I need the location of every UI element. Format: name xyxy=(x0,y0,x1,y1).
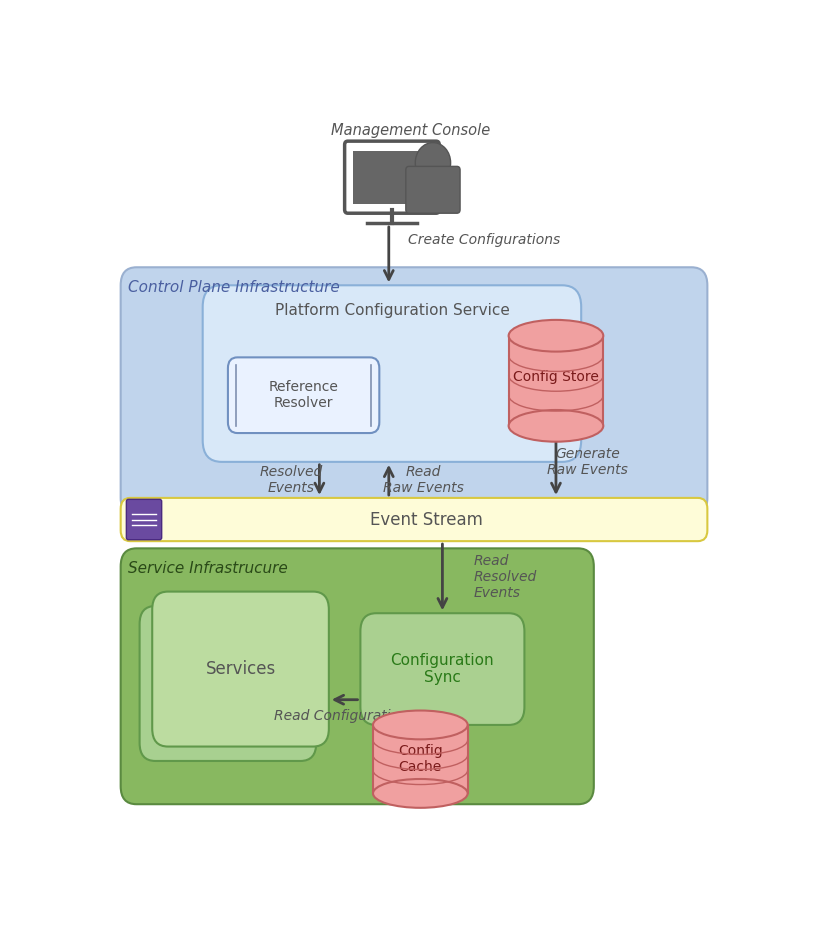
Ellipse shape xyxy=(373,710,467,739)
Text: Platform Configuration Service: Platform Configuration Service xyxy=(274,303,510,318)
FancyBboxPatch shape xyxy=(152,592,329,747)
Text: Configuration
Sync: Configuration Sync xyxy=(391,653,494,685)
Text: Service Infrastrucure: Service Infrastrucure xyxy=(129,562,288,577)
Text: Resolved
Events: Resolved Events xyxy=(260,465,322,495)
Ellipse shape xyxy=(509,410,603,442)
Polygon shape xyxy=(373,724,467,794)
FancyBboxPatch shape xyxy=(361,613,524,724)
Text: Reference
Resolver: Reference Resolver xyxy=(269,380,339,410)
Polygon shape xyxy=(509,336,603,426)
Text: Config Store: Config Store xyxy=(513,370,599,384)
FancyBboxPatch shape xyxy=(120,268,707,516)
FancyBboxPatch shape xyxy=(228,358,379,433)
FancyBboxPatch shape xyxy=(140,606,316,761)
FancyBboxPatch shape xyxy=(120,548,594,804)
Text: Management Console: Management Console xyxy=(331,123,491,138)
Text: Generate
Raw Events: Generate Raw Events xyxy=(547,446,628,477)
FancyBboxPatch shape xyxy=(352,151,431,204)
Text: Config
Cache: Config Cache xyxy=(398,744,443,774)
Text: Create Configurations: Create Configurations xyxy=(408,233,560,247)
Text: Read Configurations: Read Configurations xyxy=(274,709,415,723)
Text: Read
Resolved
Events: Read Resolved Events xyxy=(474,554,537,600)
Ellipse shape xyxy=(373,779,467,808)
FancyBboxPatch shape xyxy=(203,285,581,461)
Text: Services: Services xyxy=(205,660,276,678)
Circle shape xyxy=(415,142,451,183)
Ellipse shape xyxy=(509,320,603,352)
Text: Event Stream: Event Stream xyxy=(370,510,483,529)
FancyBboxPatch shape xyxy=(406,167,460,213)
Text: Read
Raw Events: Read Raw Events xyxy=(383,465,464,495)
FancyBboxPatch shape xyxy=(126,499,162,540)
Text: Control Plane Infrastructure: Control Plane Infrastructure xyxy=(129,280,340,295)
FancyBboxPatch shape xyxy=(120,498,707,541)
